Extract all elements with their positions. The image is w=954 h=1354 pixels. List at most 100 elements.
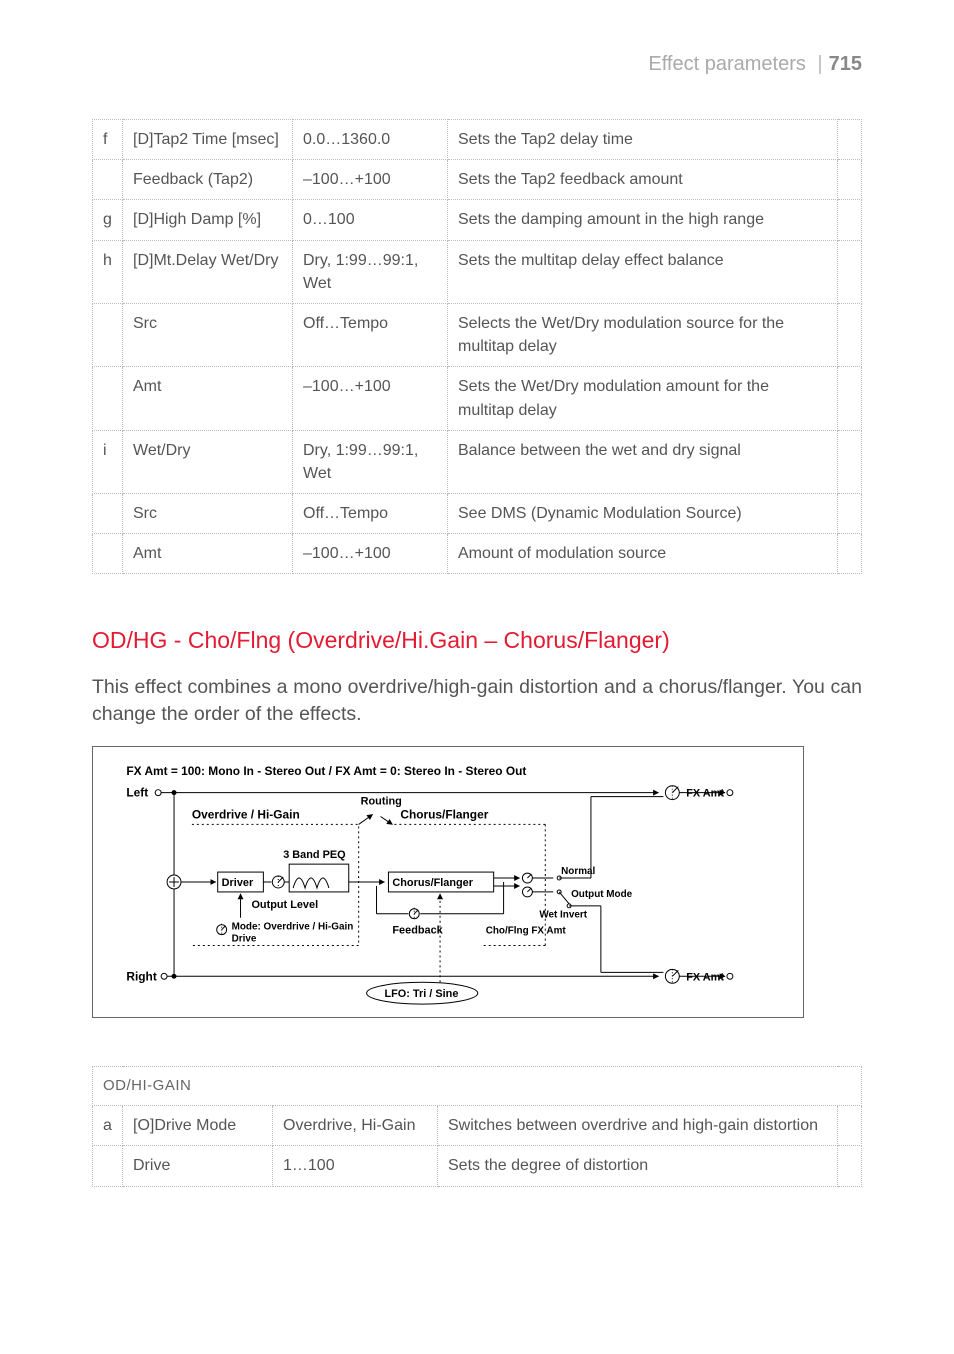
row-key: h [93, 240, 123, 303]
page-number: 715 [829, 53, 862, 75]
row-range: Dry, 1:99…99:1, Wet [293, 240, 448, 303]
diagram-routing-label: Routing [361, 796, 402, 808]
row-desc: Sets the Tap2 delay time [448, 120, 838, 160]
diagram-fxamt-bottom: FX Amt [686, 972, 724, 984]
row-param: Src [123, 494, 293, 534]
row-desc: Sets the degree of distortion [438, 1146, 838, 1186]
diagram-outmode-label: Output Mode [571, 889, 633, 900]
row-key [93, 303, 123, 366]
diagram-3band-label: 3 Band PEQ [283, 850, 346, 862]
diagram-left-label: Left [126, 786, 148, 800]
row-desc: Amount of modulation source [448, 534, 838, 574]
lfo-block: LFO: Tri / Sine [367, 983, 478, 1005]
diagram-outputlevel-label: Output Level [251, 899, 318, 911]
table-row: g[D]High Damp [%]0…100Sets the damping a… [93, 200, 862, 240]
row-range: 0…100 [293, 200, 448, 240]
row-key [93, 534, 123, 574]
row-range: Off…Tempo [293, 494, 448, 534]
row-extra [838, 494, 862, 534]
row-extra [838, 120, 862, 160]
header-section: Effect parameters [648, 53, 805, 75]
row-param: Wet/Dry [123, 430, 293, 493]
row-extra [838, 200, 862, 240]
row-key [93, 367, 123, 430]
diagram-right-label: Right [126, 970, 156, 984]
row-extra [838, 430, 862, 493]
row-key [93, 1146, 123, 1186]
diagram-cf-box: Chorus/Flanger [392, 877, 473, 889]
row-extra [838, 1106, 862, 1146]
table-row: Amt–100…+100Amount of modulation source [93, 534, 862, 574]
diagram-driver-label: Driver [222, 877, 254, 889]
parameter-table-odhg: OD/HI-GAIN a[O]Drive ModeOverdrive, Hi-G… [92, 1066, 862, 1186]
row-key [93, 160, 123, 200]
running-header: Effect parameters | 715 [92, 50, 862, 79]
row-key: a [93, 1106, 123, 1146]
row-param: Drive [123, 1146, 273, 1186]
row-extra [838, 160, 862, 200]
diagram-normal-label: Normal [561, 866, 595, 877]
parameter-table-delay: f[D]Tap2 Time [msec]0.0…1360.0Sets the T… [92, 119, 862, 574]
row-desc: Sets the multitap delay effect balance [448, 240, 838, 303]
row-extra [838, 240, 862, 303]
row-desc: Selects the Wet/Dry modulation source fo… [448, 303, 838, 366]
table-row: Drive1…100Sets the degree of distortion [93, 1146, 862, 1186]
row-extra [838, 367, 862, 430]
row-key: g [93, 200, 123, 240]
row-desc: Balance between the wet and dry signal [448, 430, 838, 493]
row-desc: Sets the damping amount in the high rang… [448, 200, 838, 240]
section-title: OD/HG - Cho/Flng (Overdrive/Hi.Gain – Ch… [92, 624, 862, 657]
row-param: Amt [123, 534, 293, 574]
row-range: –100…+100 [293, 367, 448, 430]
table-section-header: OD/HI-GAIN [93, 1067, 862, 1106]
header-divider: | [817, 50, 822, 79]
row-desc: See DMS (Dynamic Modulation Source) [448, 494, 838, 534]
table-row: h[D]Mt.Delay Wet/DryDry, 1:99…99:1, WetS… [93, 240, 862, 303]
row-param: Src [123, 303, 293, 366]
row-param: Amt [123, 367, 293, 430]
row-range: Off…Tempo [293, 303, 448, 366]
diagram-cf-title: Chorus/Flanger [400, 808, 488, 822]
row-key: i [93, 430, 123, 493]
table-section-row: OD/HI-GAIN [93, 1067, 862, 1106]
diagram-lfo-label: LFO: Tri / Sine [384, 989, 458, 1001]
routing-switch [359, 815, 393, 825]
row-extra [838, 534, 862, 574]
diagram-caption: FX Amt = 100: Mono In - Stereo Out / FX … [126, 764, 526, 778]
table-row: SrcOff…TempoSelects the Wet/Dry modulati… [93, 303, 862, 366]
table-row: Amt–100…+100Sets the Wet/Dry modulation … [93, 367, 862, 430]
table-row: iWet/DryDry, 1:99…99:1, WetBalance betwe… [93, 430, 862, 493]
row-range: Dry, 1:99…99:1, Wet [293, 430, 448, 493]
diagram-mode-label: Mode: Overdrive / Hi-Gain [232, 922, 354, 933]
row-param: Feedback (Tap2) [123, 160, 293, 200]
table-row: SrcOff…TempoSee DMS (Dynamic Modulation … [93, 494, 862, 534]
table-row: f[D]Tap2 Time [msec]0.0…1360.0Sets the T… [93, 120, 862, 160]
row-param: [D]Tap2 Time [msec] [123, 120, 293, 160]
row-extra [838, 1146, 862, 1186]
table-row: Feedback (Tap2)–100…+100Sets the Tap2 fe… [93, 160, 862, 200]
row-desc: Switches between overdrive and high-gain… [438, 1106, 838, 1146]
row-range: 0.0…1360.0 [293, 120, 448, 160]
row-desc: Sets the Wet/Dry modulation amount for t… [448, 367, 838, 430]
diagram-choflng-fxamt: Cho/Flng FX Amt [486, 926, 567, 937]
signal-flow-diagram: FX Amt = 100: Mono In - Stereo Out / FX … [92, 746, 804, 1018]
fx-amt-top-knob [665, 786, 679, 800]
diagram-wetinvert-label: Wet Invert [539, 910, 587, 921]
row-param: [O]Drive Mode [123, 1106, 273, 1146]
row-range: –100…+100 [293, 160, 448, 200]
row-param: [D]High Damp [%] [123, 200, 293, 240]
row-key: f [93, 120, 123, 160]
table-row: a[O]Drive ModeOverdrive, Hi-GainSwitches… [93, 1106, 862, 1146]
row-param: [D]Mt.Delay Wet/Dry [123, 240, 293, 303]
row-desc: Sets the Tap2 feedback amount [448, 160, 838, 200]
row-range: 1…100 [273, 1146, 438, 1186]
row-extra [838, 303, 862, 366]
diagram-feedback-label: Feedback [392, 925, 443, 937]
section-description: This effect combines a mono overdrive/hi… [92, 674, 862, 729]
row-key [93, 494, 123, 534]
row-range: Overdrive, Hi-Gain [273, 1106, 438, 1146]
diagram-fxamt-top: FX Amt [686, 788, 724, 800]
fx-amt-bottom-knob [665, 970, 679, 984]
diagram-drive-label: Drive [232, 934, 257, 945]
row-range: –100…+100 [293, 534, 448, 574]
